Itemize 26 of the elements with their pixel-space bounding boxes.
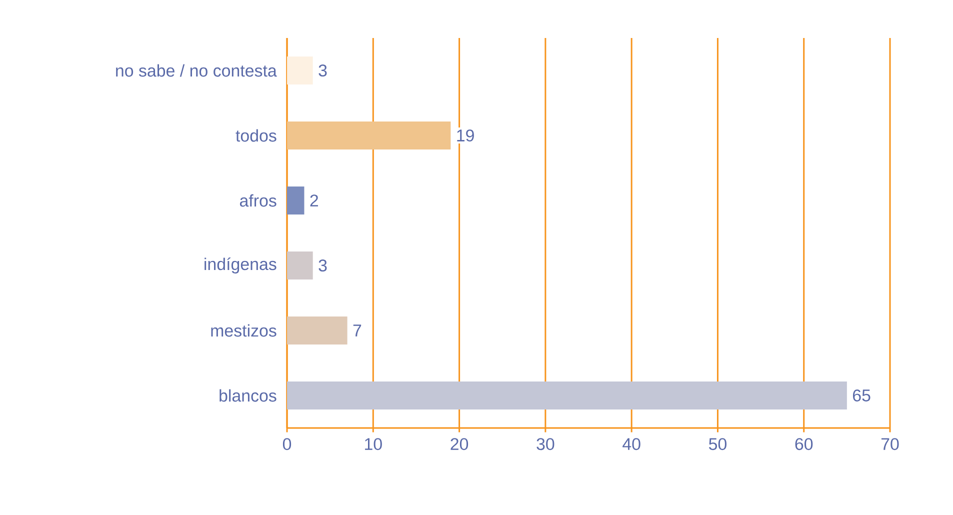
x-tick-label: 30 — [536, 438, 554, 450]
bar — [287, 186, 304, 214]
x-tick-label: 70 — [881, 438, 899, 450]
x-tick-label: 50 — [708, 438, 726, 450]
bar — [287, 56, 313, 84]
x-tick-label: 20 — [450, 438, 468, 450]
x-tick-label: 0 — [282, 438, 292, 450]
bar — [287, 381, 847, 410]
y-tick-label: blancos — [220, 389, 276, 402]
y-tick-label: no sabe / no contesta — [116, 64, 277, 77]
data-label: 19 — [457, 129, 474, 142]
y-tick-label: indígenas — [204, 258, 276, 274]
y-tick-label: mestizos — [211, 324, 276, 337]
data-label: 2 — [310, 194, 318, 206]
data-label: 3 — [318, 259, 327, 272]
bar — [287, 251, 313, 280]
x-tick-label: 60 — [795, 438, 813, 450]
x-tick-label: 10 — [365, 438, 382, 450]
bar — [287, 121, 451, 150]
data-label: 3 — [318, 64, 327, 76]
bar — [287, 316, 348, 344]
y-tick-label: todos — [236, 129, 276, 142]
data-label: 65 — [852, 389, 870, 402]
data-label: 7 — [353, 324, 362, 336]
y-tick-label: afros — [240, 194, 276, 207]
x-tick-label: 40 — [622, 438, 640, 450]
